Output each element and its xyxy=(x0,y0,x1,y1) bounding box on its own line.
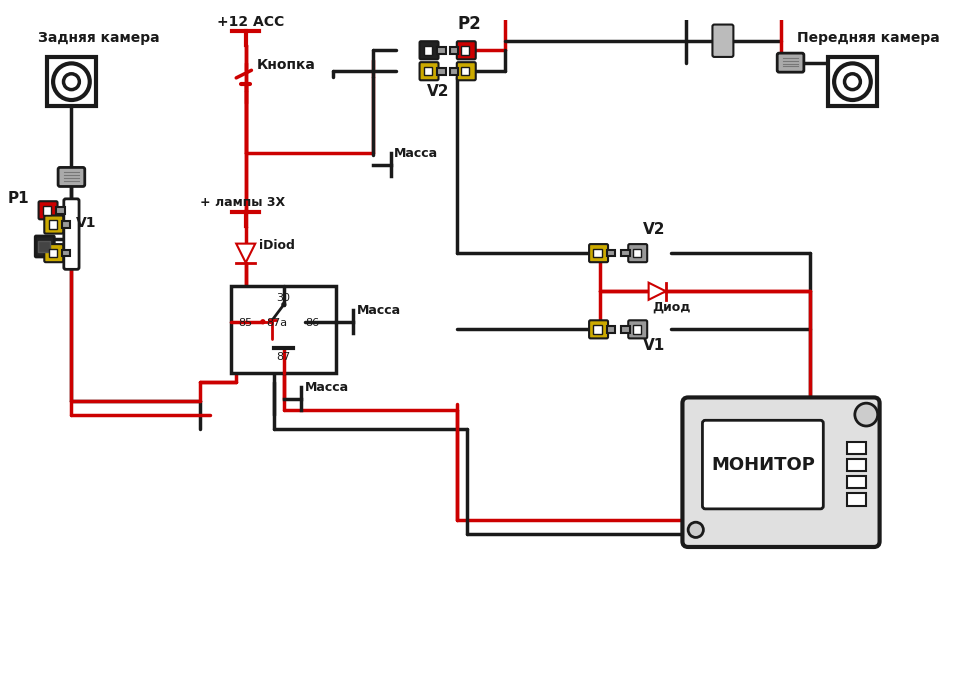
Text: Кнопка: Кнопка xyxy=(257,58,316,72)
FancyBboxPatch shape xyxy=(703,420,824,509)
Text: Масса: Масса xyxy=(357,304,401,317)
Bar xyxy=(437,68,445,75)
Bar xyxy=(848,476,866,489)
FancyBboxPatch shape xyxy=(457,41,476,60)
Circle shape xyxy=(834,64,871,100)
Text: V1: V1 xyxy=(643,338,665,354)
Bar xyxy=(437,47,445,54)
Bar xyxy=(56,207,64,214)
FancyBboxPatch shape xyxy=(420,41,439,60)
FancyBboxPatch shape xyxy=(628,321,647,338)
Bar xyxy=(449,47,458,54)
FancyBboxPatch shape xyxy=(44,216,63,234)
Bar xyxy=(43,206,51,214)
FancyBboxPatch shape xyxy=(59,167,84,186)
Bar xyxy=(848,442,866,454)
FancyBboxPatch shape xyxy=(457,62,476,80)
FancyBboxPatch shape xyxy=(38,201,58,219)
Circle shape xyxy=(688,522,704,538)
Bar xyxy=(231,286,336,373)
Bar xyxy=(828,57,877,106)
FancyBboxPatch shape xyxy=(589,244,608,262)
Circle shape xyxy=(854,403,877,426)
Text: V2: V2 xyxy=(426,84,449,99)
FancyBboxPatch shape xyxy=(712,25,733,57)
FancyBboxPatch shape xyxy=(36,236,55,257)
Bar xyxy=(61,221,70,228)
Circle shape xyxy=(261,320,265,323)
FancyBboxPatch shape xyxy=(589,321,608,338)
Bar xyxy=(49,220,57,229)
Bar xyxy=(848,494,866,505)
Text: 30: 30 xyxy=(276,293,290,303)
Circle shape xyxy=(63,74,80,90)
Circle shape xyxy=(845,74,860,90)
Text: Масса: Масса xyxy=(304,382,348,394)
FancyBboxPatch shape xyxy=(683,398,879,547)
Text: 86: 86 xyxy=(304,318,319,328)
Bar xyxy=(49,249,57,258)
Bar xyxy=(593,249,602,258)
Bar xyxy=(461,46,469,55)
Text: V2: V2 xyxy=(643,222,665,237)
Bar xyxy=(461,67,469,76)
Bar xyxy=(47,57,96,106)
Bar xyxy=(621,326,630,332)
Text: 85: 85 xyxy=(238,318,252,328)
FancyBboxPatch shape xyxy=(420,62,439,80)
Circle shape xyxy=(53,64,89,100)
FancyBboxPatch shape xyxy=(44,244,63,262)
Text: P1: P1 xyxy=(8,190,29,206)
Text: 87: 87 xyxy=(276,352,291,362)
Bar xyxy=(633,326,641,334)
Bar xyxy=(61,250,70,256)
Text: Задняя камера: Задняя камера xyxy=(38,31,159,45)
Text: V1: V1 xyxy=(76,216,97,230)
Text: 87a: 87a xyxy=(267,318,288,328)
FancyBboxPatch shape xyxy=(778,53,804,72)
Bar xyxy=(621,250,630,256)
Bar xyxy=(38,241,50,252)
Text: Масса: Масса xyxy=(395,147,439,160)
Text: iDiod: iDiod xyxy=(259,239,295,252)
Text: Передняя камера: Передняя камера xyxy=(797,31,940,45)
Text: P2: P2 xyxy=(457,15,481,34)
Bar xyxy=(424,67,432,76)
Text: МОНИТОР: МОНИТОР xyxy=(711,456,815,474)
Text: +12 ACC: +12 ACC xyxy=(217,15,284,29)
Bar xyxy=(607,326,615,332)
FancyBboxPatch shape xyxy=(628,244,647,262)
Bar xyxy=(848,459,866,471)
Polygon shape xyxy=(649,283,666,300)
Text: Диод: Диод xyxy=(653,300,691,314)
Bar xyxy=(593,326,602,334)
Circle shape xyxy=(282,302,286,307)
Bar xyxy=(424,46,432,55)
Bar xyxy=(607,250,615,256)
FancyBboxPatch shape xyxy=(63,199,79,270)
Bar xyxy=(449,68,458,75)
Text: + лампы 3X: + лампы 3X xyxy=(200,197,285,209)
Polygon shape xyxy=(236,244,255,262)
Bar xyxy=(633,249,641,258)
